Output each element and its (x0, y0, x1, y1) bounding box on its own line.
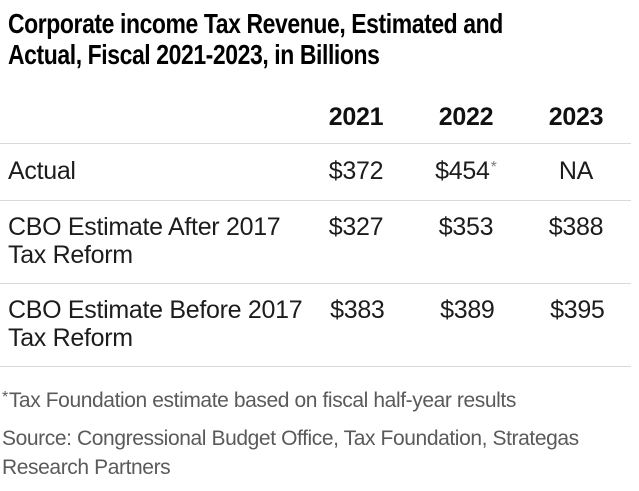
source-line-1: Source: Congressional Budget Office, Tax… (2, 427, 579, 450)
value-cell-after-2023: $388 (548, 213, 604, 241)
data-table: 2021 2022 2023 Actual $372 $454* NA CBO … (0, 70, 631, 367)
value-cell-after-2021: $327 (328, 213, 384, 241)
footnote-marker-asterisk: * (2, 389, 8, 406)
row-label-line: Tax Reform (8, 241, 133, 269)
value-cell-before-2022: $389 (440, 296, 495, 324)
row-label: CBO Estimate Before 2017 Tax Reform (0, 284, 303, 366)
table-row-cbo-after: CBO Estimate After 2017 Tax Reform $327 … (0, 201, 631, 284)
table-row-actual: Actual $372 $454* NA (0, 144, 631, 201)
table-header-row: 2021 2022 2023 (0, 70, 631, 144)
footnote: *Tax Foundation estimate based on fiscal… (2, 388, 631, 416)
row-label: Actual (0, 144, 301, 200)
year-header-2023: 2023 (548, 103, 604, 131)
value-cell-after-2022: $353 (438, 213, 494, 241)
figure-title: Corporate income Tax Revenue, Estimated … (8, 8, 525, 70)
row-label: CBO Estimate After 2017 Tax Reform (0, 201, 301, 283)
row-label-line: Tax Reform (8, 324, 133, 352)
row-label-line: CBO Estimate Before 2017 (8, 296, 303, 324)
value-cell-actual-2022: $454* (411, 144, 521, 200)
footnote-text: Tax Foundation estimate based on fiscal … (8, 389, 517, 412)
row-label-line: CBO Estimate After 2017 (8, 213, 281, 241)
header-empty-cell (0, 70, 301, 143)
row-label-line: Actual (8, 157, 76, 185)
corporate-tax-table-figure: Corporate income Tax Revenue, Estimated … (0, 8, 639, 491)
footnote-reference-asterisk: * (490, 159, 497, 176)
value-cell-actual-2023: NA (558, 157, 594, 185)
source-line-2: Research Partners (2, 456, 171, 479)
year-header-2021: 2021 (328, 103, 384, 131)
source-credit: Source: Congressional Budget Office, Tax… (2, 424, 631, 482)
figure-title-line-2: Actual, Fiscal 2021-2023, in Billions (8, 39, 380, 70)
value-cell-before-2023: $395 (550, 296, 605, 324)
value-cell-actual-2021: $372 (328, 157, 384, 185)
table-row-cbo-before: CBO Estimate Before 2017 Tax Reform $383… (0, 284, 631, 367)
figure-title-line-1: Corporate income Tax Revenue, Estimated … (8, 8, 503, 39)
year-header-2022: 2022 (438, 103, 494, 131)
value-cell-before-2021: $383 (330, 296, 385, 324)
value-text: $454 (435, 157, 490, 185)
